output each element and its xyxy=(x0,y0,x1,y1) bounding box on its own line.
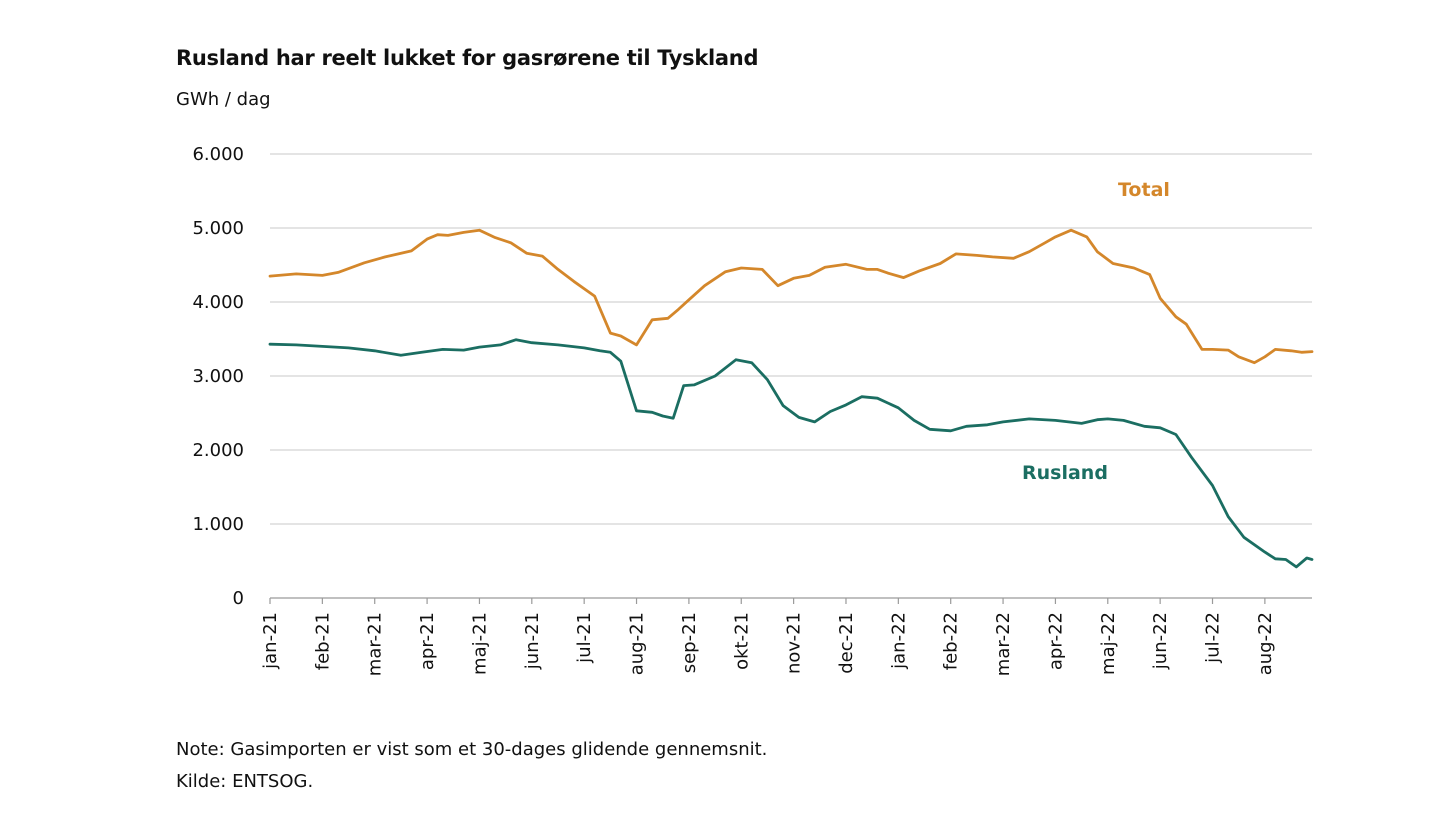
x-tick-label: mar-21 xyxy=(365,612,386,676)
y-tick-label: 1.000 xyxy=(192,514,244,535)
x-tick-label: apr-22 xyxy=(1045,612,1066,670)
x-tick-label: jun-22 xyxy=(1150,612,1171,670)
note-text: Note: Gasimporten er vist som et 30-dage… xyxy=(176,739,768,760)
y-tick-label: 0 xyxy=(233,588,244,609)
x-tick-label: jul-21 xyxy=(574,612,595,664)
x-tick-label: jul-22 xyxy=(1203,612,1224,664)
series-labels: Total Rusland xyxy=(1022,179,1170,484)
x-tick-label: sep-21 xyxy=(679,612,700,673)
y-axis-unit-label: GWh / dag xyxy=(176,89,271,110)
x-tick-label: apr-21 xyxy=(417,612,438,670)
series-label-rusland: Rusland xyxy=(1022,462,1108,484)
x-tick-label: nov-21 xyxy=(784,612,805,674)
series-line-rusland xyxy=(268,338,1314,569)
series-label-total: Total xyxy=(1118,179,1170,201)
footnotes: Note: Gasimporten er vist som et 30-dage… xyxy=(176,734,767,798)
y-tick-label: 5.000 xyxy=(192,218,244,239)
x-tick-label: feb-21 xyxy=(312,612,333,670)
y-axis-ticks: 0 1.000 2.000 3.000 4.000 5.000 6.000 xyxy=(192,144,244,609)
x-tick-label: aug-22 xyxy=(1255,612,1276,675)
x-tick-label: aug-21 xyxy=(627,612,648,675)
series-line-total xyxy=(268,228,1314,365)
x-tick-label: feb-22 xyxy=(941,612,962,670)
chart-title: Rusland har reelt lukket for gasrørene t… xyxy=(176,46,759,70)
x-tick-label: jan-22 xyxy=(888,612,909,670)
source-text: Kilde: ENTSOG. xyxy=(176,771,314,792)
x-tick-label: dec-21 xyxy=(836,612,857,674)
x-tick-label: maj-21 xyxy=(469,612,490,675)
grid-lines xyxy=(270,153,1312,599)
x-tick-label: mar-22 xyxy=(993,612,1014,676)
x-tick-label: jan-21 xyxy=(260,612,281,670)
x-tick-label: okt-21 xyxy=(731,612,752,670)
y-tick-label: 4.000 xyxy=(192,292,244,313)
x-tick-label: jun-21 xyxy=(522,612,543,670)
x-tick-label: maj-22 xyxy=(1098,612,1119,675)
y-tick-label: 2.000 xyxy=(192,440,244,461)
y-tick-label: 6.000 xyxy=(192,144,244,165)
y-tick-label: 3.000 xyxy=(192,366,244,387)
x-axis-ticks: jan-21 feb-21 mar-21 apr-21 maj-21 jun-21 jul-… xyxy=(260,598,1276,676)
series-lines xyxy=(268,228,1314,569)
